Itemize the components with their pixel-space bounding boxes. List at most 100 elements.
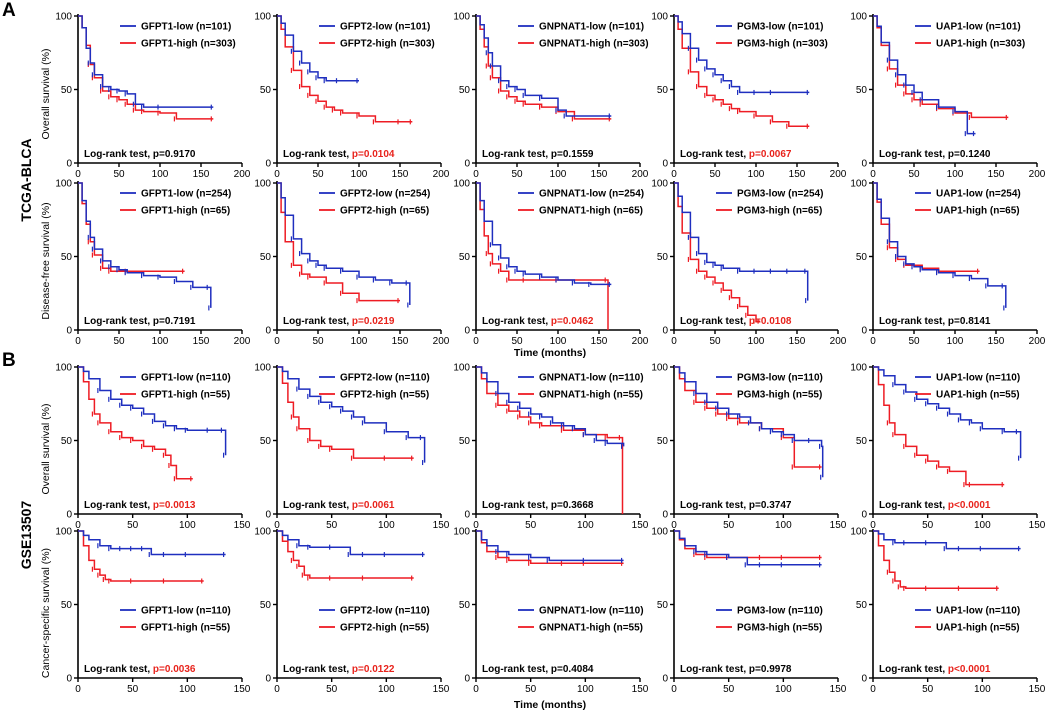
survival-curve-low (78, 530, 226, 556)
legend-label-high: UAP1-high (n=55) (936, 623, 1020, 634)
x-tick-label: 50 (723, 520, 735, 531)
x-tick-label: 100 (577, 684, 594, 695)
survival-curve-low (873, 530, 1021, 550)
logrank-prefix: Log-rank test, (84, 316, 153, 327)
y-tick-label: 0 (861, 159, 867, 170)
km-panel: 0 50 100 0 50 100 150 200 PGM3-low (n=101) PGM3-h… (651, 12, 846, 181)
logrank-prefix: Log-rank test, (482, 316, 551, 327)
survival-curve-high (277, 366, 414, 459)
y-tick-label: 100 (55, 12, 72, 23)
x-tick-label: 200 (1029, 336, 1046, 347)
x-tick-label: 0 (671, 169, 677, 180)
x-tick-label: 50 (922, 520, 934, 531)
y-tick-label: 0 (265, 159, 271, 170)
logrank-p-value: p<0.0001 (948, 664, 991, 675)
y-tick-label: 100 (850, 12, 867, 23)
x-tick-label: 50 (922, 684, 934, 695)
km-panel: 0 50 100 0 50 100 150 PGM3-low (n=110) PGM3-high… (651, 363, 846, 532)
x-tick-label: 50 (312, 336, 324, 347)
y-tick-label: 0 (662, 674, 668, 685)
logrank-annotation: Log-rank test, p=0.7191 (84, 316, 196, 327)
km-panel: 0 50 100 0 50 100 150 200 GFPT1-low (n=254) GFPT1… (55, 179, 250, 348)
y-tick-label: 50 (657, 600, 669, 611)
y-tick-label: 100 (453, 527, 470, 538)
y-label-row3: Overall survival (%) (40, 403, 52, 494)
y-tick-label: 50 (657, 436, 669, 447)
km-panel: 0 50 100 0 50 100 150 GFPT1-low (n=110) GFPT1-hi… (55, 527, 250, 696)
x-label-top: Time (months) (514, 347, 586, 359)
logrank-prefix: Log-rank test, (680, 664, 749, 675)
legend-label-low: PGM3-low (n=110) (737, 606, 823, 617)
y-tick-label: 0 (265, 326, 271, 337)
legend-label-high: PGM3-high (n=55) (737, 623, 822, 634)
x-tick-label: 100 (775, 684, 792, 695)
logrank-p-value: p=0.0219 (352, 316, 395, 327)
logrank-annotation: Log-rank test, p=0.1240 (879, 149, 991, 160)
survival-curve-low (674, 15, 810, 94)
survival-curve-low (873, 15, 976, 135)
km-panel: 0 50 100 0 50 100 150 200 GFPT2-low (n=101) GFPT2… (254, 12, 449, 181)
logrank-p-value: p<0.0001 (948, 500, 991, 511)
y-tick-label: 0 (66, 674, 72, 685)
x-tick-label: 100 (947, 169, 964, 180)
logrank-annotation: Log-rank test, p=0.0462 (482, 316, 594, 327)
logrank-p-value: p=0.3747 (749, 500, 792, 511)
legend-label-high: GNPNAT1-high (n=303) (539, 39, 649, 50)
x-tick-label: 100 (974, 684, 991, 695)
x-tick-label: 0 (274, 169, 280, 180)
survival-curve-low (873, 182, 1007, 308)
logrank-annotation: Log-rank test, p=0.9978 (680, 664, 792, 675)
y-tick-label: 0 (662, 510, 668, 521)
logrank-prefix: Log-rank test, (482, 664, 551, 675)
x-tick-label: 0 (671, 520, 677, 531)
logrank-p-value: p=0.9978 (749, 664, 792, 675)
x-tick-label: 150 (789, 336, 806, 347)
y-tick-label: 50 (260, 252, 272, 263)
y-tick-label: 0 (66, 326, 72, 337)
legend-label-low: PGM3-low (n=101) (737, 22, 823, 33)
legend-label-low: UAP1-low (n=254) (936, 189, 1021, 200)
x-tick-label: 100 (351, 169, 368, 180)
legend-label-high: GNPNAT1-high (n=55) (539, 390, 643, 401)
survival-curve-high (277, 530, 414, 579)
x-tick-label: 50 (326, 684, 338, 695)
x-tick-label: 100 (550, 169, 567, 180)
logrank-p-value: p=0.0013 (153, 500, 196, 511)
legend-label-high: UAP1-high (n=303) (936, 39, 1025, 50)
logrank-p-value: p=0.1240 (948, 149, 991, 160)
logrank-p-value: p=0.0061 (352, 500, 395, 511)
x-tick-label: 0 (75, 684, 81, 695)
km-panel: 0 50 100 0 50 100 150 200 PGM3-low (n=254) PGM3-h… (651, 179, 846, 348)
x-tick-label: 150 (193, 169, 210, 180)
y-tick-label: 0 (464, 159, 470, 170)
survival-curve-high (78, 530, 204, 582)
legend-label-low: GNPNAT1-low (n=254) (539, 189, 644, 200)
x-tick-label: 0 (473, 169, 479, 180)
x-tick-label: 0 (274, 336, 280, 347)
survival-curve-high (873, 530, 999, 590)
x-tick-label: 100 (577, 520, 594, 531)
x-tick-label: 200 (234, 336, 251, 347)
km-panel: 0 50 100 0 50 100 150 200 GNPNAT1-low (n=254) GNP… (453, 179, 648, 348)
survival-curve-low (277, 15, 359, 82)
y-tick-label: 50 (260, 85, 272, 96)
survival-curve-high (674, 15, 810, 128)
survival-curve-high (674, 530, 822, 559)
y-tick-label: 50 (657, 85, 669, 96)
legend-label-low: GFPT2-low (n=101) (340, 22, 430, 33)
x-tick-label: 100 (748, 169, 765, 180)
km-panel: 0 50 100 0 50 100 150 UAP1-low (n=110) UAP1-high… (850, 527, 1045, 696)
logrank-annotation: Log-rank test, p=0.0067 (680, 149, 792, 160)
section-label-b: B (2, 350, 16, 371)
y-tick-label: 0 (861, 510, 867, 521)
y-tick-label: 50 (61, 600, 73, 611)
logrank-annotation: Log-rank test, p<0.0001 (879, 500, 991, 511)
legend-label-low: GFPT2-low (n=254) (340, 189, 430, 200)
x-tick-label: 200 (433, 336, 450, 347)
logrank-annotation: Log-rank test, p=0.9170 (84, 149, 196, 160)
y-tick-label: 50 (459, 600, 471, 611)
y-tick-label: 50 (61, 85, 73, 96)
legend-label-high: UAP1-high (n=55) (936, 390, 1020, 401)
logrank-annotation: Log-rank test, p=0.1559 (482, 149, 594, 160)
